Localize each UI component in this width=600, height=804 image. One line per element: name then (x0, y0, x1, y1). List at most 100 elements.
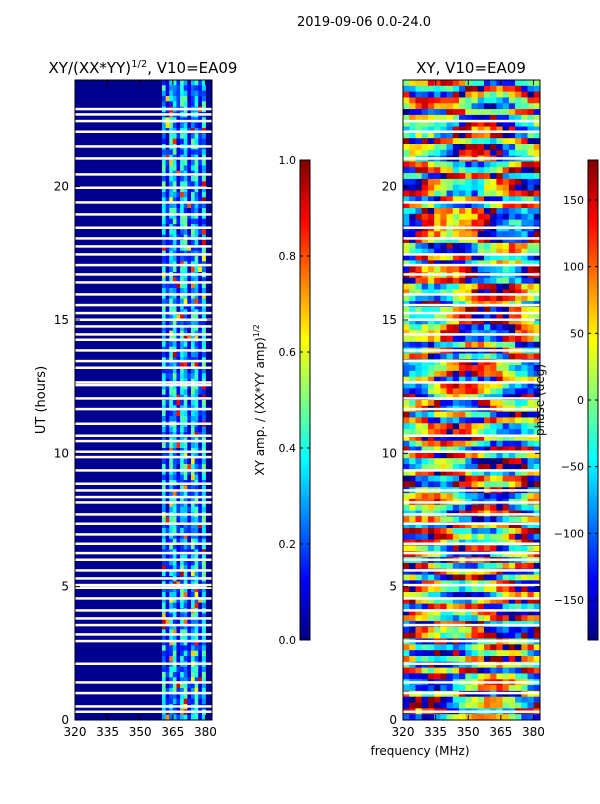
amplitude-heatmap-cell (201, 506, 206, 513)
phase-heatmap-cell (477, 423, 485, 430)
amplitude-heatmap-cell (183, 96, 188, 102)
phase-heatmap-cell (502, 423, 510, 430)
phase-heatmap-cell (415, 138, 423, 145)
phase-heatmap-cell (483, 568, 491, 575)
amplitude-heatmap-cell (187, 314, 192, 321)
phase-heatmap-cell (508, 219, 516, 226)
amplitude-heatmap-cell (165, 325, 170, 332)
phase-heatmap-cell (496, 714, 504, 720)
phase-heatmap-cell (490, 254, 497, 261)
amplitude-flagged-row (75, 366, 212, 369)
amplitude-y-tick-label: 20 (54, 180, 69, 194)
phase-heatmap-cell (415, 481, 423, 488)
phase-heatmap-cell (434, 469, 441, 477)
phase-heatmap-cell (403, 516, 410, 523)
phase-heatmap-cell (508, 574, 516, 581)
amplitude-heatmap-cell (183, 85, 188, 92)
phase-heatmap-cell (471, 277, 479, 285)
phase-heatmap-cell (477, 283, 485, 290)
phase-heatmap-cell (496, 644, 504, 651)
phase-heatmap-cell (409, 626, 416, 634)
amplitude-heatmap-cell (190, 176, 196, 182)
phase-heatmap-cell (483, 516, 491, 523)
phase-heatmap-cell (415, 609, 423, 616)
amplitude-heatmap-cell (194, 138, 199, 145)
amplitude-panel-title: XY/(XX*YY)1/2, V10=EA09 (49, 59, 238, 77)
phase-heatmap-cell (496, 190, 504, 197)
phase-heatmap-cell (483, 411, 491, 418)
phase-heatmap-cell (421, 533, 429, 541)
amplitude-flagged-row (75, 662, 212, 665)
phase-heatmap-cell (471, 80, 479, 87)
amplitude-heatmap-cell (183, 501, 188, 508)
phase-heatmap-cell (502, 574, 510, 581)
amplitude-heatmap-cell (165, 410, 170, 417)
phase-heatmap-cell (465, 656, 472, 663)
phase-heatmap-cell (477, 400, 485, 407)
phase-heatmap-cell (446, 644, 454, 651)
phase-heatmap-cell (477, 295, 485, 302)
phase-heatmap-cell (459, 312, 466, 319)
phase-heatmap-cell (502, 289, 510, 296)
phase-heatmap-cell (533, 603, 540, 610)
amplitude-heatmap-cell (165, 469, 170, 476)
phase-heatmap-cell (502, 190, 510, 197)
phase-heatmap-cell (415, 522, 423, 529)
phase-heatmap-cell (403, 353, 410, 360)
phase-heatmap-cell (452, 452, 460, 459)
phase-flagged-row (403, 450, 540, 453)
phase-heatmap-cell (508, 667, 516, 674)
amplitude-heatmap-cell (198, 426, 203, 433)
phase-heatmap-cell (483, 277, 491, 285)
phase-heatmap-cell (527, 469, 535, 477)
amplitude-heatmap-cell (201, 650, 206, 657)
phase-heatmap-cell (465, 568, 472, 575)
amplitude-heatmap-cell (194, 533, 199, 540)
phase-heatmap-cell (452, 446, 460, 453)
phase-heatmap-cell (446, 516, 454, 523)
amplitude-heatmap-cell (169, 133, 174, 140)
amplitude-heatmap-cell (165, 474, 170, 481)
amplitude-heatmap-cell (194, 672, 199, 678)
phase-heatmap-cell (477, 242, 485, 250)
amplitude-heatmap-cell (198, 517, 203, 524)
phase-heatmap-cell (515, 714, 522, 720)
phase-heatmap-cell (434, 370, 441, 378)
phase-heatmap-cell (421, 80, 429, 87)
amplitude-heatmap-cell (169, 416, 174, 422)
amplitude-heatmap-cell (183, 218, 188, 225)
phase-heatmap-cell (446, 85, 454, 93)
amplitude-heatmap-cell (172, 506, 177, 513)
phase-heatmap-cell (527, 516, 535, 523)
phase-heatmap-cell (515, 237, 522, 244)
phase-heatmap-cell (477, 533, 485, 541)
amplitude-heatmap-cell (176, 618, 181, 625)
phase-flagged-row (403, 226, 540, 229)
amplitude-heatmap-cell (165, 288, 170, 294)
phase-heatmap-cell (471, 382, 479, 389)
amplitude-heatmap-cell (198, 138, 203, 145)
phase-heatmap-cell (440, 190, 447, 197)
amplitude-heatmap-cell (169, 528, 174, 534)
phase-heatmap-cell (502, 353, 510, 360)
phase-heatmap-cell (427, 592, 435, 599)
phase-heatmap-cell (465, 562, 472, 570)
phase-heatmap-cell (434, 260, 441, 267)
amplitude-heatmap-cell (172, 528, 177, 534)
amplitude-heatmap-cell (201, 229, 206, 236)
phase-heatmap-cell (477, 650, 485, 657)
phase-heatmap-cell (427, 103, 435, 110)
amplitude-heatmap-cell (194, 165, 199, 172)
amplitude-heatmap-cell (187, 469, 192, 476)
phase-heatmap-cell (508, 248, 516, 255)
amplitude-heatmap-cell (165, 101, 170, 108)
amplitude-heatmap-cell (161, 656, 167, 662)
phase-heatmap-cell (515, 260, 522, 267)
phase-heatmap-cell (533, 353, 540, 360)
amplitude-heatmap-cell (194, 554, 199, 561)
phase-heatmap-cell (521, 481, 528, 488)
amplitude-heatmap-cell (183, 666, 188, 673)
phase-heatmap-cell (403, 91, 410, 98)
phase-heatmap-cell (496, 103, 504, 110)
